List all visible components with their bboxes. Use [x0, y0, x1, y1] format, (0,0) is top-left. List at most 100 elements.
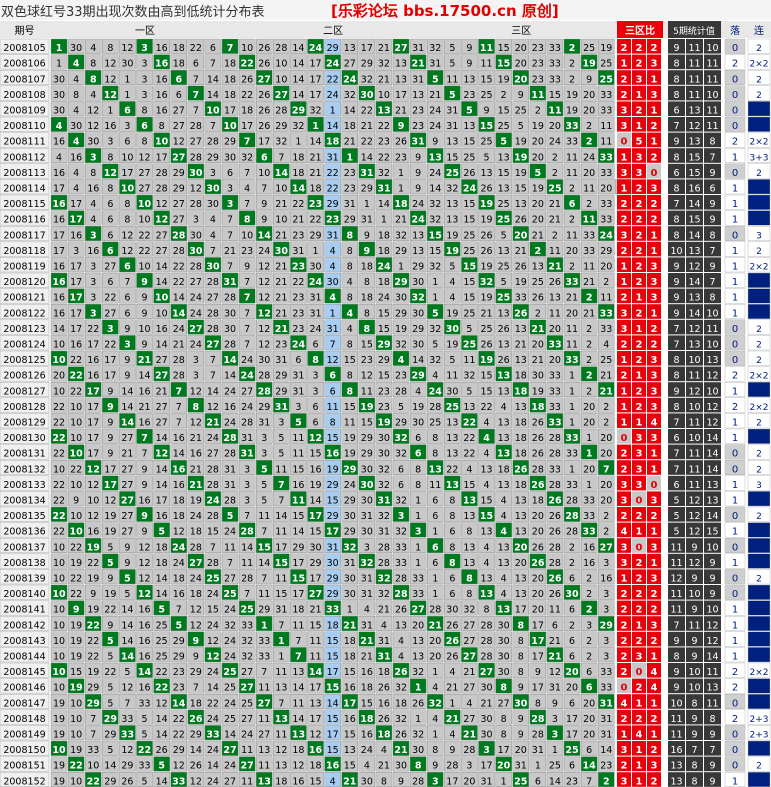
number-value: 16 — [87, 371, 99, 382]
number-value: 31 — [378, 636, 390, 647]
stat-value: 12 — [706, 402, 718, 413]
number-value: 13 — [515, 355, 527, 366]
number-value: 18 — [515, 449, 527, 460]
number-cell — [102, 54, 119, 70]
number-value: 17 — [70, 199, 82, 210]
number-value: 26 — [498, 355, 510, 366]
number-value: 4 — [415, 386, 421, 397]
number-value: 9 — [141, 511, 148, 522]
number-value: 29 — [275, 386, 287, 397]
number-value: 7 — [176, 418, 182, 429]
number-value: 24 — [241, 402, 253, 413]
ratio-value: 3 — [651, 262, 658, 273]
drop-value: 0 — [732, 168, 738, 179]
link-value: 2 — [756, 44, 762, 54]
stat-value: 9 — [673, 308, 679, 319]
issue-number: 2008148 — [3, 714, 45, 725]
number-value: 31 — [361, 574, 373, 585]
number-value: 7 — [244, 511, 250, 522]
number-value: 30 — [310, 262, 322, 273]
number-value: 21 — [566, 293, 578, 304]
number-value: 24 — [224, 761, 236, 772]
number-value: 20 — [583, 714, 595, 725]
number-value: 30 — [70, 121, 82, 132]
number-value: 1 — [449, 698, 455, 709]
number-value: 9 — [193, 652, 199, 663]
ratio-value: 2 — [636, 184, 643, 195]
ratio-value: 1 — [621, 262, 628, 273]
number-value: 6 — [552, 620, 558, 631]
stat-value: 8 — [709, 293, 715, 304]
number-value: 31 — [412, 137, 425, 148]
number-value: 13 — [498, 308, 510, 319]
number-value: 1 — [432, 574, 438, 585]
number-value: 4 — [364, 605, 370, 616]
number-value: 16 — [344, 714, 356, 725]
number-value: 11 — [583, 215, 596, 226]
number-value: 1 — [107, 106, 113, 117]
number-value: 28 — [224, 293, 236, 304]
stat-value: 13 — [688, 293, 700, 304]
number-value: 12 — [258, 308, 271, 319]
stat-value: 13 — [706, 480, 718, 491]
number-value: 1 — [569, 464, 575, 475]
number-value: 2 — [569, 215, 575, 226]
number-value: 30 — [327, 558, 339, 569]
ratio-value: 2 — [621, 215, 628, 226]
number-value: 23 — [292, 262, 305, 273]
number-value: 13 — [446, 433, 458, 444]
stat-value: 8 — [673, 402, 679, 413]
link-cell — [747, 194, 771, 210]
number-value: 12 — [173, 761, 185, 772]
number-value: 20 — [515, 745, 527, 756]
number-cell — [444, 38, 461, 54]
number-value: 1 — [432, 730, 438, 741]
number-value: 12 — [121, 230, 133, 241]
number-value: 17 — [532, 652, 544, 663]
number-value: 25 — [549, 761, 561, 772]
number-value: 30 — [378, 449, 390, 460]
number-value: 28 — [190, 152, 202, 163]
number-value: 9 — [466, 59, 472, 70]
number-value: 16 — [344, 683, 356, 694]
number-value: 19 — [104, 511, 116, 522]
number-value: 28 — [207, 511, 219, 522]
number-value: 11 — [566, 340, 578, 351]
number-value: 13 — [258, 776, 271, 787]
number-value: 11 — [549, 605, 561, 616]
number-value: 32 — [412, 293, 425, 304]
number-value: 22 — [87, 776, 100, 787]
number-cell — [238, 70, 256, 86]
number-value: 15 — [463, 262, 476, 273]
number-value: 23 — [292, 324, 304, 335]
drop-value: 1 — [732, 386, 738, 397]
number-value: 4 — [73, 168, 79, 179]
ratio-value: 2 — [636, 308, 643, 319]
number-value: 27 — [121, 527, 133, 538]
number-value: 30 — [53, 106, 65, 117]
number-value: 27 — [189, 324, 202, 335]
stat-value: 13 — [688, 340, 700, 351]
number-value: 8 — [415, 464, 421, 475]
number-cell — [153, 54, 170, 70]
ratio-value: 1 — [621, 418, 628, 429]
number-value: 28 — [190, 262, 202, 273]
number-value: 1 — [346, 152, 353, 163]
number-value: 32 — [378, 464, 390, 475]
number-value: 6 — [313, 402, 319, 413]
number-value: 20 — [515, 59, 527, 70]
number-cell — [512, 38, 530, 54]
number-value: 12 — [156, 199, 168, 210]
number-value: 29 — [327, 43, 339, 54]
number-value: 25 — [156, 652, 168, 663]
number-value: 20 — [549, 121, 561, 132]
drop-value: 1 — [732, 636, 738, 647]
number-value: 3 — [244, 464, 250, 475]
number-value: 13 — [498, 340, 510, 351]
number-value: 22 — [70, 386, 82, 397]
number-value: 18 — [241, 106, 253, 117]
number-value: 14 — [53, 324, 65, 335]
ratio-value: 3 — [636, 464, 643, 475]
ratio-value: 3 — [621, 776, 628, 787]
issue-number: 2008111 — [3, 137, 45, 148]
